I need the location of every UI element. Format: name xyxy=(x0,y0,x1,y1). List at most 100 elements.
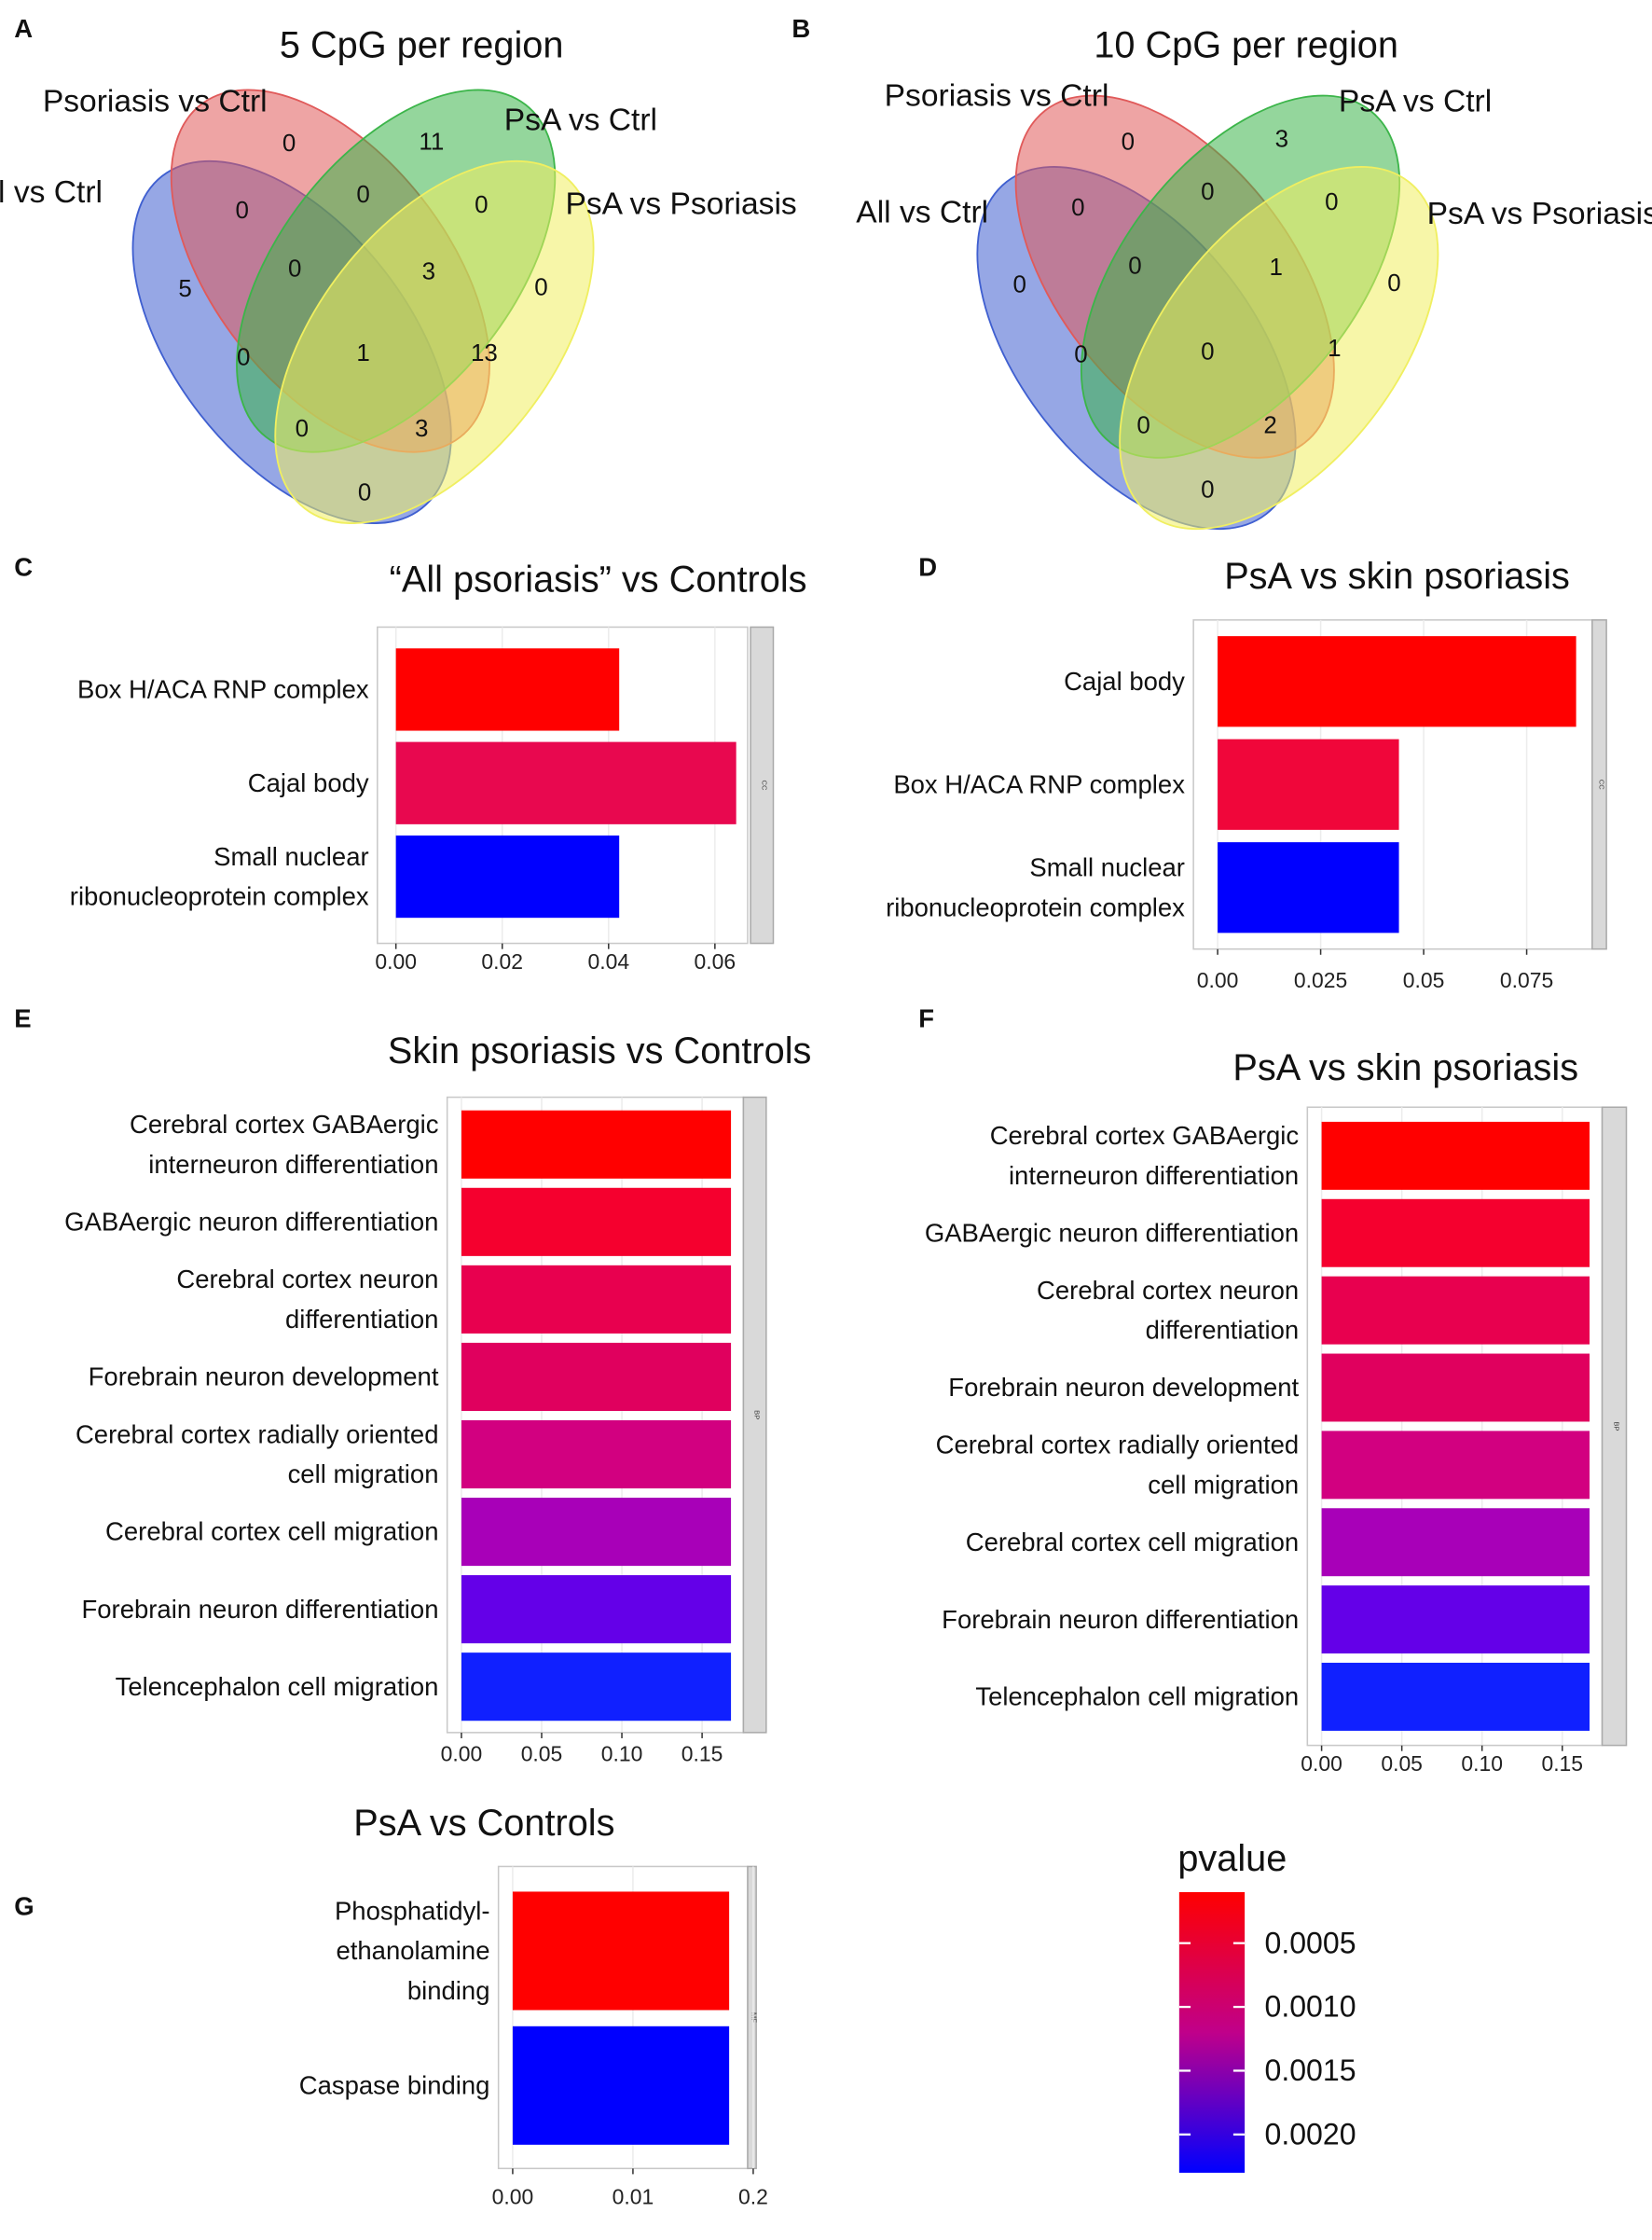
bar-chart-d: PsA vs skin psoriasis CC 0.00 0.025 0.05 0.07… xyxy=(886,556,1607,992)
category-label: Box H/ACA RNP complex xyxy=(893,769,1185,798)
venn-diagram: 10 CpG per region All vs Ctrl Psoriasis vs… xyxy=(856,24,1652,531)
category-label: Forebrain neuron differentiation xyxy=(942,1605,1299,1634)
category-label: Cerebral cortex cell migration xyxy=(966,1528,1299,1556)
facet-strip-label: CC xyxy=(1597,780,1605,791)
category-label: Cerebral cortex radially oriented xyxy=(76,1419,439,1448)
bar xyxy=(461,1342,732,1411)
category-label: ethanolamine xyxy=(336,1936,489,1965)
venn-count: 0 xyxy=(1325,187,1338,215)
bar xyxy=(512,1891,730,2011)
venn-count: 0 xyxy=(1136,411,1150,439)
bar-chart-c: “All psoriasis” vs Controls CC 0.00 0.02 0.0… xyxy=(70,559,807,974)
bar xyxy=(461,1419,732,1489)
category-label: cell migration xyxy=(288,1459,439,1488)
venn-set-label: Psoriasis vs Ctrl xyxy=(885,78,1109,113)
panel-label-d: D xyxy=(918,552,937,581)
venn-count: 0 xyxy=(1122,128,1135,156)
x-tick-label: 0.15 xyxy=(681,1741,723,1765)
venn-count: 0 xyxy=(1071,193,1084,221)
chart-title: PsA vs skin psoriasis xyxy=(1224,556,1570,597)
panel-label-c: C xyxy=(14,552,33,581)
facet-strip-label: CC xyxy=(760,781,768,792)
x-tick-label: 0.04 xyxy=(587,949,629,974)
category-label: ribonucleoprotein complex xyxy=(886,892,1185,921)
venn-set-label: PsA vs Ctrl xyxy=(1339,84,1492,118)
venn-count: 1 xyxy=(356,339,369,366)
x-tick-label: 0.00 xyxy=(441,1741,483,1765)
venn-set-3 xyxy=(1119,166,1439,531)
legend-colorbar xyxy=(1178,1891,1246,2173)
bar xyxy=(1321,1276,1590,1345)
x-tick-label: 0.05 xyxy=(1403,968,1445,992)
x-tick-label: 0.10 xyxy=(601,1741,643,1765)
category-label: ribonucleoprotein complex xyxy=(70,882,369,911)
venn-count: 0 xyxy=(1013,270,1026,297)
bar xyxy=(1321,1121,1590,1190)
bar-chart-g: PsA vs Controls MF 0.00 0.01 0.2 Phosphatidyl… xyxy=(299,1803,768,2209)
venn-count: 0 xyxy=(282,129,296,157)
panel-label-f: F xyxy=(918,1004,934,1033)
bar xyxy=(461,1652,732,1721)
bar-chart-e: Skin psoriasis vs Controls BP 0.00 0.05 0.10… xyxy=(64,1030,811,1766)
venn-count: 5 xyxy=(178,274,191,302)
legend-tick-label: 0.0010 xyxy=(1264,1990,1356,2024)
bar xyxy=(1321,1663,1590,1731)
legend-tick-label: 0.0005 xyxy=(1264,1926,1356,1959)
venn-count: 0 xyxy=(356,180,369,208)
facet-strip-label: BP xyxy=(753,1410,762,1419)
bar xyxy=(395,835,620,919)
facet-strip xyxy=(742,1096,767,1734)
bar xyxy=(1321,1431,1590,1500)
venn-count: 3 xyxy=(422,257,435,285)
bar xyxy=(1218,739,1399,830)
x-tick-label: 0.15 xyxy=(1541,1751,1583,1776)
venn-count: 0 xyxy=(235,196,248,224)
category-label: Cerebral cortex radially oriented xyxy=(936,1431,1300,1459)
venn-set-label: PsA vs Ctrl xyxy=(504,103,657,137)
x-tick-label: 0.025 xyxy=(1294,968,1347,992)
x-tick-label: 0.02 xyxy=(481,949,523,974)
category-label: Caspase binding xyxy=(299,2070,490,2099)
category-label: Cerebral cortex GABAergic xyxy=(130,1110,439,1139)
category-label: interneuron differentiation xyxy=(1009,1161,1299,1190)
legend-tick-label: 0.0020 xyxy=(1264,2118,1356,2151)
venn-count: 0 xyxy=(237,342,250,370)
category-label: Cerebral cortex cell migration xyxy=(105,1517,438,1546)
facet-strip-label: MF xyxy=(750,2012,759,2023)
facet-strip xyxy=(747,1865,757,2170)
venn-diagram: 5 CpG per region All vs Ctrl Psoriasis vs … xyxy=(0,24,797,524)
bar xyxy=(1321,1198,1590,1267)
x-tick-label: 0.05 xyxy=(521,1741,563,1765)
venn-set-label: All vs Ctrl xyxy=(0,175,103,210)
bar xyxy=(461,1575,732,1644)
category-label: Forebrain neuron development xyxy=(948,1373,1299,1402)
venn-count: 0 xyxy=(1128,252,1141,280)
panel-label-a: A xyxy=(14,14,33,43)
category-label: cell migration xyxy=(1148,1470,1299,1499)
category-label: Cerebral cortex neuron xyxy=(176,1265,438,1293)
venn-count: 13 xyxy=(471,339,498,366)
x-tick-label: 0.00 xyxy=(375,949,417,974)
venn-count: 0 xyxy=(1074,339,1087,367)
venn-count: 0 xyxy=(296,414,309,442)
pvalue-legend: pvalue 0.0005 0.0010 0.0015 0.0020 xyxy=(1177,1838,1356,2173)
x-tick-label: 0.00 xyxy=(492,2184,534,2208)
category-label: GABAergic neuron differentiation xyxy=(925,1218,1299,1247)
facet-strip xyxy=(750,626,775,945)
panel-label-g: G xyxy=(14,1891,34,1920)
bar xyxy=(512,2026,730,2145)
venn-count: 0 xyxy=(288,255,301,283)
facet-strip xyxy=(1591,619,1607,950)
bar xyxy=(461,1265,732,1334)
venn-set-label: PsA vs Psoriasis xyxy=(1427,197,1652,231)
x-tick-label: 0.00 xyxy=(1197,968,1239,992)
bar xyxy=(1321,1353,1590,1422)
venn-set-3 xyxy=(274,159,595,524)
venn-set-label: Psoriasis vs Ctrl xyxy=(43,84,268,118)
venn-count: 0 xyxy=(475,190,488,218)
venn-count: 0 xyxy=(534,273,547,301)
venn-count: 0 xyxy=(358,478,371,506)
x-tick-label: 0.06 xyxy=(695,949,737,974)
category-label: Telencephalon cell migration xyxy=(116,1672,439,1701)
